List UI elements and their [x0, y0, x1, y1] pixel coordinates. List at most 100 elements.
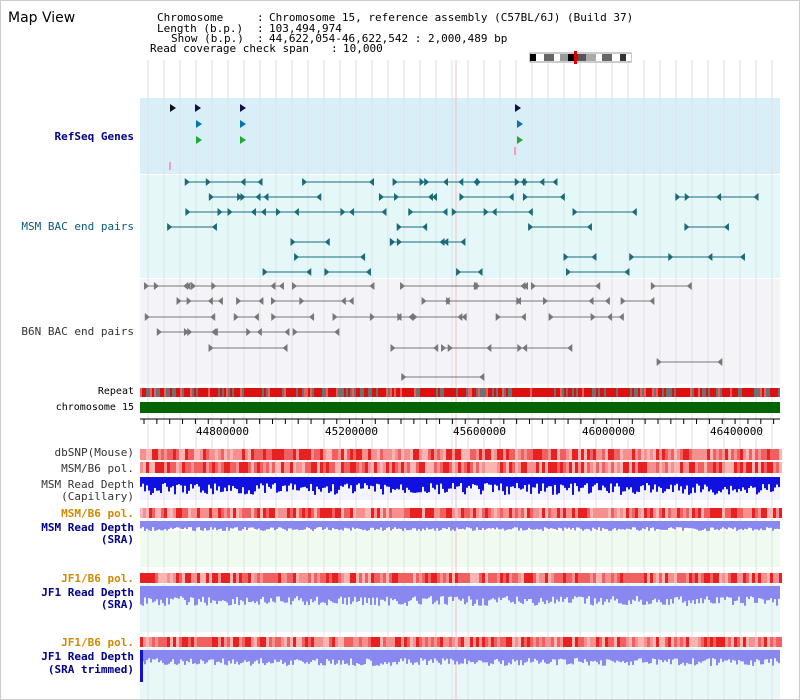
polymorphism-cell — [563, 449, 566, 460]
read-depth-bar — [454, 586, 456, 598]
read-depth-bar — [216, 586, 218, 605]
polymorphism-cell — [551, 637, 554, 647]
read-depth-bar — [758, 521, 760, 531]
read-depth-bar — [418, 650, 420, 665]
read-depth-bar — [206, 586, 208, 606]
bac-end-arrow — [567, 344, 573, 352]
polymorphism-cell — [140, 508, 143, 518]
bac-end-arrow — [424, 178, 430, 186]
repeat-segment — [268, 388, 270, 397]
polymorphism-cell — [614, 573, 617, 583]
bac-end-arrow — [299, 297, 305, 305]
polymorphism-cell — [731, 637, 734, 647]
repeat-segment — [372, 388, 374, 397]
read-depth-bar — [328, 586, 330, 600]
polymorphism-cell — [602, 462, 605, 473]
read-depth-bar — [222, 586, 224, 601]
read-depth-bar — [404, 586, 406, 603]
repeat-segment — [466, 388, 468, 397]
read-depth-bar — [566, 521, 568, 529]
polymorphism-cell — [236, 508, 239, 518]
read-depth-bar — [358, 586, 360, 602]
polymorphism-cell — [290, 573, 293, 583]
read-depth-bar — [172, 586, 174, 600]
read-depth-bar — [448, 477, 450, 489]
read-depth-bar — [192, 586, 194, 598]
bac-end-arrow — [548, 313, 554, 321]
polymorphism-cell — [368, 462, 371, 473]
read-depth-bar — [490, 521, 492, 529]
polymorphism-cell — [323, 637, 326, 647]
polymorphism-cell — [524, 637, 527, 647]
read-depth-bar — [454, 650, 456, 665]
polymorphism-cell — [311, 637, 314, 647]
read-depth-bar — [772, 521, 774, 531]
polymorphism-cell — [197, 508, 200, 518]
read-depth-bar — [562, 477, 564, 486]
repeat-segment — [140, 388, 142, 397]
repeat-segment — [588, 388, 590, 397]
read-depth-bar — [554, 477, 556, 485]
read-depth-bar — [234, 586, 236, 605]
repeat-segment — [260, 388, 262, 397]
read-depth-bar — [262, 586, 264, 597]
polymorphism-cell — [644, 508, 647, 518]
read-depth-bar — [524, 521, 526, 531]
read-depth-bar — [374, 521, 376, 531]
read-depth-bar — [360, 521, 362, 530]
polymorphism-cell — [275, 637, 278, 647]
read-depth-bar — [298, 477, 300, 491]
read-depth-bar — [472, 586, 474, 606]
repeat-segment — [606, 388, 608, 397]
read-depth-bar — [502, 586, 504, 598]
read-depth-bar — [182, 650, 184, 662]
bac-end-arrow — [563, 253, 569, 261]
read-depth-bar — [344, 521, 346, 528]
polymorphism-cell — [290, 637, 293, 647]
read-depth-bar — [318, 477, 320, 490]
polymorphism-cell — [227, 462, 230, 473]
read-depth-bar — [340, 477, 342, 486]
polymorphism-cell — [671, 573, 674, 583]
read-depth-bar — [276, 521, 278, 530]
read-depth-bar — [546, 521, 548, 529]
polymorphism-cell — [353, 449, 356, 460]
read-depth-bar — [406, 521, 408, 531]
repeat-segment — [266, 388, 268, 397]
read-depth-bar — [720, 477, 722, 493]
polymorphism-cell — [464, 637, 467, 647]
polymorphism-cell — [329, 508, 332, 518]
read-depth-bar — [420, 521, 422, 531]
polymorphism-cell — [143, 637, 146, 647]
read-depth-bar — [494, 477, 496, 485]
read-depth-bar — [598, 650, 600, 665]
read-depth-bar — [252, 650, 254, 664]
polymorphism-cell — [200, 573, 203, 583]
polymorphism-cell — [656, 573, 659, 583]
repeat-segment — [672, 388, 674, 397]
read-depth-bar — [466, 586, 468, 603]
read-depth-bar — [638, 586, 640, 602]
repeat-segment — [476, 388, 478, 397]
read-depth-bar — [384, 477, 386, 485]
read-depth-bar — [778, 521, 780, 530]
read-depth-bar — [400, 650, 402, 659]
read-depth-bar — [688, 650, 690, 664]
polymorphism-cell — [179, 462, 182, 473]
polymorphism-cell — [272, 573, 275, 583]
read-depth-bar — [700, 650, 702, 663]
repeat-segment — [402, 388, 404, 397]
polymorphism-cell — [560, 449, 563, 460]
polymorphism-cell — [749, 462, 752, 473]
read-depth-bar — [594, 521, 596, 529]
polymorphism-cell — [395, 449, 398, 460]
bac-end-arrow — [624, 268, 630, 276]
read-depth-bar — [598, 477, 600, 491]
read-depth-bar — [426, 521, 428, 528]
read-depth-bar — [550, 586, 552, 602]
read-depth-bar — [574, 477, 576, 484]
read-depth-bar — [236, 477, 238, 490]
read-depth-bar — [694, 477, 696, 493]
polymorphism-cell — [668, 637, 671, 647]
